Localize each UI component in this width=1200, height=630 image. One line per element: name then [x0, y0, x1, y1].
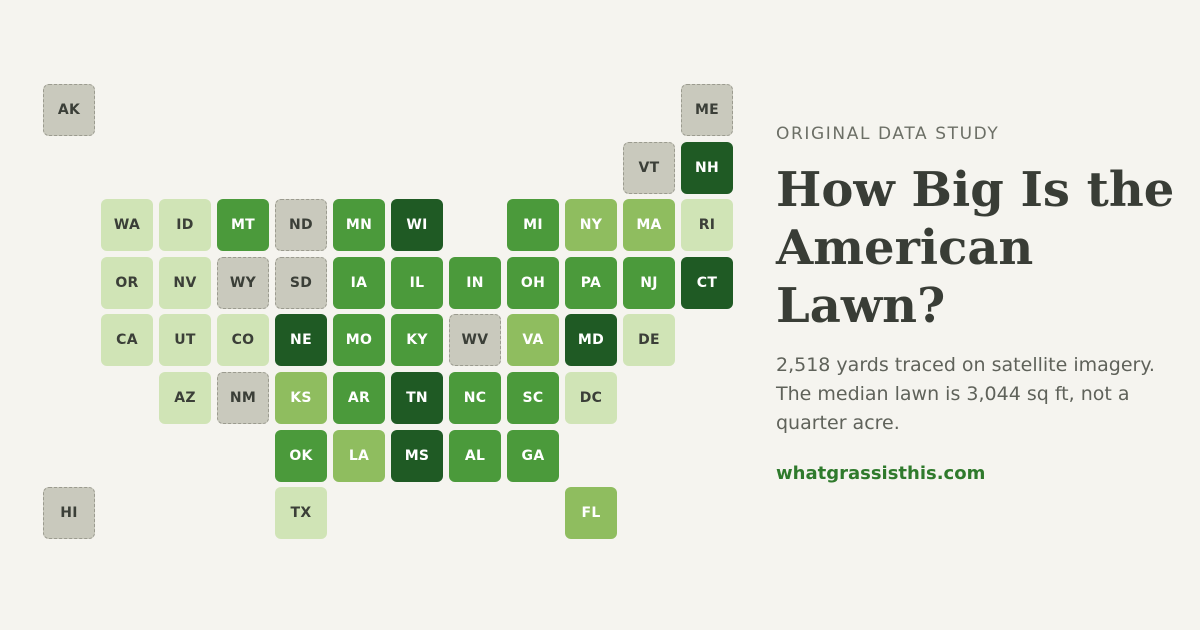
state-tile-oh[interactable]: OH [507, 257, 559, 309]
state-tile-ga[interactable]: GA [507, 430, 559, 482]
state-tile-sd[interactable]: SD [275, 257, 327, 309]
state-tile-wi[interactable]: WI [391, 199, 443, 251]
state-tile-ia[interactable]: IA [333, 257, 385, 309]
state-tile-ny[interactable]: NY [565, 199, 617, 251]
site-link[interactable]: whatgrassisthis.com [776, 463, 986, 484]
state-tile-al[interactable]: AL [449, 430, 501, 482]
state-tile-co[interactable]: CO [217, 314, 269, 366]
state-tile-nh[interactable]: NH [681, 142, 733, 194]
state-tile-fl[interactable]: FL [565, 487, 617, 539]
state-tile-ar[interactable]: AR [333, 372, 385, 424]
state-tile-wa[interactable]: WA [101, 199, 153, 251]
state-tile-va[interactable]: VA [507, 314, 559, 366]
state-tile-ca[interactable]: CA [101, 314, 153, 366]
state-tile-nd[interactable]: ND [275, 199, 327, 251]
state-tile-tn[interactable]: TN [391, 372, 443, 424]
state-tile-md[interactable]: MD [565, 314, 617, 366]
state-tile-de[interactable]: DE [623, 314, 675, 366]
state-tile-wy[interactable]: WY [217, 257, 269, 309]
state-tile-il[interactable]: IL [391, 257, 443, 309]
state-tile-la[interactable]: LA [333, 430, 385, 482]
state-tile-sc[interactable]: SC [507, 372, 559, 424]
state-tile-mo[interactable]: MO [333, 314, 385, 366]
state-tile-ne[interactable]: NE [275, 314, 327, 366]
state-tile-ri[interactable]: RI [681, 199, 733, 251]
subtitle: 2,518 yards traced on satellite imagery.… [776, 354, 1155, 434]
state-tile-hi[interactable]: HI [43, 487, 95, 539]
state-tile-mn[interactable]: MN [333, 199, 385, 251]
eyebrow-label: ORIGINAL DATA STUDY [776, 124, 1000, 144]
state-tile-nj[interactable]: NJ [623, 257, 675, 309]
state-tile-wv[interactable]: WV [449, 314, 501, 366]
state-tile-ok[interactable]: OK [275, 430, 327, 482]
state-tile-ky[interactable]: KY [391, 314, 443, 366]
state-tile-in[interactable]: IN [449, 257, 501, 309]
state-tile-ct[interactable]: CT [681, 257, 733, 309]
state-tile-ma[interactable]: MA [623, 199, 675, 251]
headline: How Big Is the American Lawn? [776, 162, 1175, 334]
state-tile-nv[interactable]: NV [159, 257, 211, 309]
state-tile-az[interactable]: AZ [159, 372, 211, 424]
state-tile-dc[interactable]: DC [565, 372, 617, 424]
state-tile-ak[interactable]: AK [43, 84, 95, 136]
state-tile-me[interactable]: ME [681, 84, 733, 136]
state-tile-mt[interactable]: MT [217, 199, 269, 251]
state-tile-nc[interactable]: NC [449, 372, 501, 424]
state-tile-ks[interactable]: KS [275, 372, 327, 424]
state-tile-id[interactable]: ID [159, 199, 211, 251]
state-tile-pa[interactable]: PA [565, 257, 617, 309]
state-tile-tx[interactable]: TX [275, 487, 327, 539]
state-tile-ms[interactable]: MS [391, 430, 443, 482]
state-tile-or[interactable]: OR [101, 257, 153, 309]
state-tile-ut[interactable]: UT [159, 314, 211, 366]
us-tile-map: AK ME VT NH WA ID MT ND MN WI MI NY MA RI OR NV WY SD IA IL… [43, 84, 733, 539]
state-tile-vt[interactable]: VT [623, 142, 675, 194]
state-tile-nm[interactable]: NM [217, 372, 269, 424]
state-tile-mi[interactable]: MI [507, 199, 559, 251]
